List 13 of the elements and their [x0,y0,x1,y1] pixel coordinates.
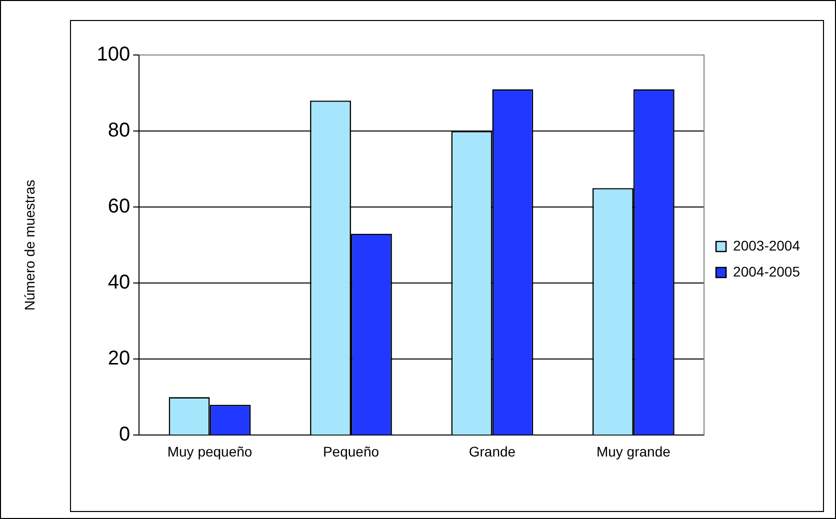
legend-label: 2003-2004 [733,237,800,254]
y-tick-label: 40 [108,272,130,294]
x-tick-label: Muy grande [596,443,671,460]
y-tick-label: 100 [96,44,130,66]
y-tick-label: 20 [108,348,130,370]
legend-label: 2004-2005 [733,263,800,280]
y-tick-label: 60 [108,196,130,218]
x-tick-label: Grande [468,443,516,460]
x-tick-label: Pequeño [322,443,380,460]
y-tick-label: 0 [119,424,130,446]
y-tick-label: 80 [108,120,130,142]
x-tick-label: Muy pequeño [167,443,252,460]
y-axis-title: Número de muestras [21,180,38,310]
